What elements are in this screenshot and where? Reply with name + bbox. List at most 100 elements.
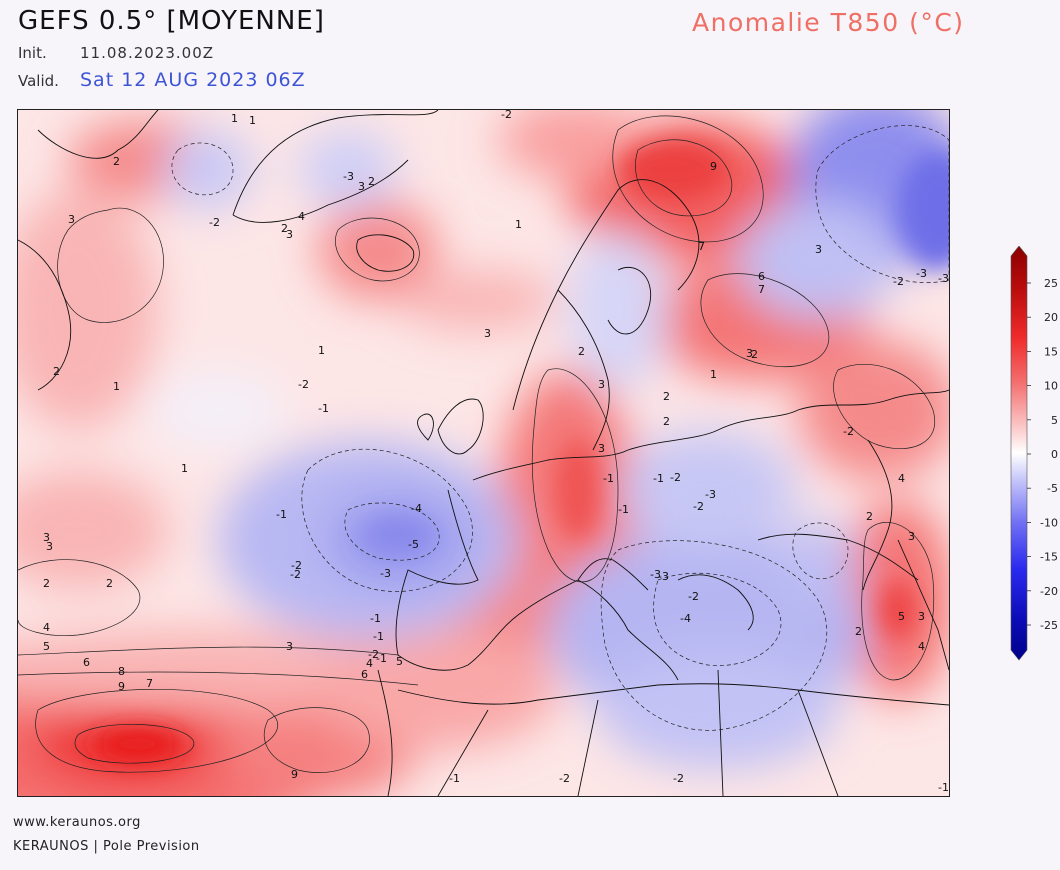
contour-label: 4 (298, 210, 305, 223)
colorbar-tick-label: 25 (1044, 277, 1058, 290)
contour-label: -1 (653, 472, 664, 485)
contour-label: -2 (368, 648, 379, 661)
contour-label: -1 (370, 612, 381, 625)
colorbar-tick-label: -10 (1040, 516, 1058, 529)
contour-label: 6 (361, 668, 368, 681)
contour-label: 1 (318, 344, 325, 357)
contour-label: 2 (866, 510, 873, 523)
contour-label: -2 (559, 772, 570, 785)
anomaly-field (18, 110, 949, 796)
footer-site: www.keraunos.org (13, 815, 141, 830)
contour-label: -1 (373, 630, 384, 643)
contour-label: -1 (449, 772, 460, 785)
contour-label: 2 (43, 577, 50, 590)
contour-label: 3 (815, 243, 822, 256)
contour-label: -1 (276, 508, 287, 521)
contour-label: -2 (290, 568, 301, 581)
contour-label: -3 (916, 267, 927, 280)
contour-label: -1 (618, 503, 629, 516)
contour-label: 2 (113, 155, 120, 168)
contour-label: 1 (113, 380, 120, 393)
contour-label: 2 (106, 577, 113, 590)
contour-label: 3 (598, 378, 605, 391)
contour-label: 3 (918, 610, 925, 623)
colorbar-tick-label: -5 (1047, 482, 1058, 495)
contour-label: 9 (710, 160, 717, 173)
contour-label: -2 (670, 471, 681, 484)
contour-label: 9 (118, 680, 125, 693)
contour-label: 1 (710, 368, 717, 381)
contour-label: 4 (898, 472, 905, 485)
colorbar-tick-label: -20 (1040, 585, 1058, 598)
init-date: 11.08.2023.00Z (80, 44, 215, 62)
contour-label: 5 (898, 610, 905, 623)
contour-label: -5 (408, 538, 419, 551)
contour-label: 3 (43, 531, 50, 544)
contour-label: 3 (746, 347, 753, 360)
contour-label: 2 (281, 222, 288, 235)
contour-label: 7 (758, 283, 765, 296)
contour-label: 5 (43, 640, 50, 653)
contour-label: -2 (673, 772, 684, 785)
contour-label: 2 (751, 348, 758, 361)
contour-label: 1 (231, 112, 238, 125)
contour-label: 3 (908, 530, 915, 543)
contour-label: -1 (603, 472, 614, 485)
contour-label: -2 (291, 559, 302, 572)
model-title: GEFS 0.5° [MOYENNE] (18, 6, 325, 36)
contour-label: 4 (918, 640, 925, 653)
contour-label: 3 (286, 228, 293, 241)
footer-credit: KERAUNOS | Pole Prevision (13, 839, 200, 854)
contour-label: -2 (298, 378, 309, 391)
variable-title: Anomalie T850 (°C) (692, 8, 965, 37)
contour-label: 1 (181, 462, 188, 475)
contour-label: -4 (680, 612, 691, 625)
colorbar-ticks: 25 20 15 10 5 0 -5 -10 -15 -20 -25 (1027, 277, 1058, 632)
contour-label: 3 (68, 213, 75, 226)
valid-row: Valid. Sat 12 AUG 2023 06Z (18, 69, 306, 91)
contour-label: -3 (650, 568, 661, 581)
contour-label: 2 (855, 625, 862, 638)
coastlines (18, 110, 949, 796)
contour-label: 6 (83, 656, 90, 669)
contour-label: 4 (366, 657, 373, 670)
init-label: Init. (18, 44, 47, 62)
contour-label: 6 (758, 270, 765, 283)
colorbar-tick-label: 5 (1051, 414, 1058, 427)
valid-label: Valid. (18, 72, 59, 90)
contour-label: -2 (693, 500, 704, 513)
colorbar-tick-label: 15 (1044, 345, 1058, 358)
contour-label: 5 (396, 655, 403, 668)
contour-label: -2 (688, 590, 699, 603)
contour-label: 8 (118, 665, 125, 678)
anomaly-cores (93, 140, 949, 762)
contour-label: -1 (376, 652, 387, 665)
anomaly-map: -2 1 -3 2 3 2 4 3 2 1 -2 1 3 2 1 1 2 3 9 7 6 7 3 3 2 -3 -2 -3 2 2 1 3 -2… (17, 109, 950, 797)
contour-label: 3 (46, 540, 53, 553)
valid-date: Sat 12 AUG 2023 06Z (80, 69, 306, 91)
contour-label: -3 (705, 488, 716, 501)
contour-label: 7 (698, 240, 705, 253)
contour-label: 3 (358, 180, 365, 193)
contour-label: -1 (318, 402, 329, 415)
contour-label: -2 (501, 110, 512, 121)
colorbar-tick-label: 0 (1051, 448, 1058, 461)
contour-label: 4 (43, 621, 50, 634)
contour-label: 1 (249, 114, 256, 127)
contour-label: 3 (484, 327, 491, 340)
contour-label: -2 (893, 275, 904, 288)
colorbar-tick-label: -25 (1040, 619, 1058, 632)
contour-label: 2 (663, 415, 670, 428)
contour-label: -3 (938, 272, 949, 285)
colorbar-tick-label: 10 (1044, 380, 1058, 393)
contour-label: 2 (368, 175, 375, 188)
contour-label: -3 (658, 570, 669, 583)
contour-label: 9 (291, 768, 298, 781)
contour-label: 7 (146, 677, 153, 690)
contour-label: -2 (843, 425, 854, 438)
contour-label: 2 (578, 345, 585, 358)
contour-label: 3 (286, 640, 293, 653)
colorbar: 25 20 15 10 5 0 -5 -10 -15 -20 -25 (1010, 246, 1058, 661)
